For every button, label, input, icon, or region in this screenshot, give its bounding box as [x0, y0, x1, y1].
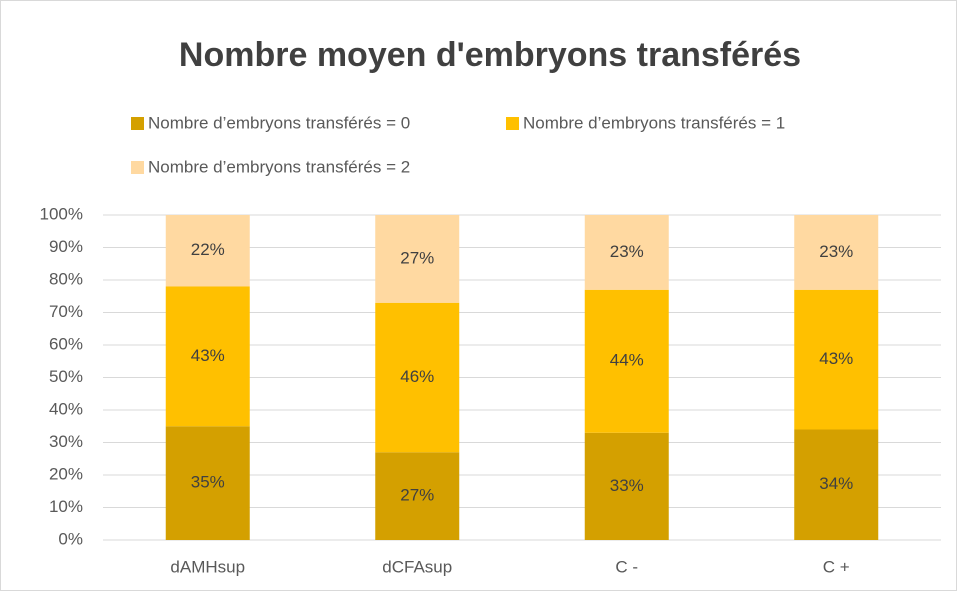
legend-label: Nombre d’embryons transférés = 0: [148, 113, 410, 132]
y-tick-label: 50%: [49, 367, 83, 386]
legend-swatch: [131, 161, 144, 174]
bar-segment: [165, 286, 250, 427]
bar-segment: [584, 215, 669, 290]
bar-segment: [794, 215, 879, 290]
legend-label: Nombre d’embryons transférés = 2: [148, 157, 410, 176]
legend-swatch: [506, 117, 519, 130]
value-label: 23%: [819, 242, 853, 261]
y-tick-label: 70%: [49, 302, 83, 321]
bar-segment: [584, 432, 669, 540]
y-tick-label: 100%: [40, 204, 83, 223]
y-tick-label: 20%: [49, 464, 83, 483]
bar-segment: [165, 215, 250, 287]
y-tick-label: 80%: [49, 269, 83, 288]
x-tick-label: dAMHsup: [170, 557, 245, 576]
value-label: 22%: [191, 240, 225, 259]
chart-title: Nombre moyen d'embryons transférés: [179, 36, 801, 74]
bar-segment: [584, 289, 669, 433]
bar-segment: [375, 215, 460, 303]
value-label: 43%: [819, 349, 853, 368]
y-tick-label: 60%: [49, 334, 83, 353]
bar-segment: [375, 452, 460, 540]
x-tick-label: dCFAsup: [382, 557, 452, 576]
y-tick-label: 10%: [49, 497, 83, 516]
y-tick-label: 90%: [49, 237, 83, 256]
bar-segment: [794, 429, 879, 540]
value-label: 33%: [610, 476, 644, 495]
value-label: 44%: [610, 351, 644, 370]
value-label: 46%: [400, 367, 434, 386]
value-label: 27%: [400, 248, 434, 267]
x-tick-label: C -: [615, 557, 638, 576]
value-label: 23%: [610, 242, 644, 261]
legend-swatch: [131, 117, 144, 130]
bar-segment: [375, 302, 460, 453]
bar-segment: [794, 289, 879, 430]
legend-label: Nombre d’embryons transférés = 1: [523, 113, 785, 132]
value-label: 34%: [819, 474, 853, 493]
y-tick-label: 0%: [58, 529, 83, 548]
y-tick-label: 30%: [49, 432, 83, 451]
x-tick-label: C +: [823, 557, 850, 576]
y-tick-label: 40%: [49, 399, 83, 418]
value-label: 35%: [191, 473, 225, 492]
value-label: 43%: [191, 346, 225, 365]
bar-segment: [165, 426, 250, 540]
value-label: 27%: [400, 486, 434, 505]
